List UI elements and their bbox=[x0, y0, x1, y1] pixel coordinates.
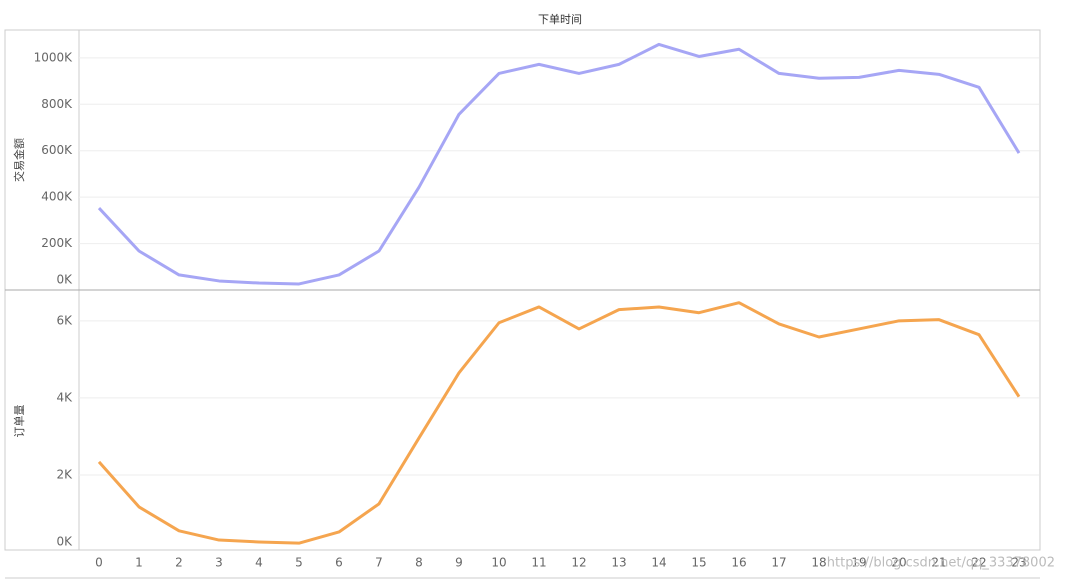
y-tick-label: 0K bbox=[56, 273, 73, 287]
x-tick-label: 0 bbox=[95, 556, 103, 570]
x-tick-label: 16 bbox=[731, 556, 746, 570]
x-tick-label: 19 bbox=[851, 556, 866, 570]
y-tick-label: 600K bbox=[41, 143, 73, 157]
x-tick-label: 11 bbox=[531, 556, 546, 570]
x-tick-label: 20 bbox=[891, 556, 906, 570]
x-tick-label: 2 bbox=[175, 556, 183, 570]
x-tick-label: 9 bbox=[455, 556, 463, 570]
x-tick-label: 13 bbox=[611, 556, 626, 570]
x-tick-label: 14 bbox=[651, 556, 666, 570]
x-tick-label: 5 bbox=[295, 556, 303, 570]
series-line bbox=[97, 301, 1021, 545]
x-tick-label: 8 bbox=[415, 556, 423, 570]
y-tick-label: 0K bbox=[56, 535, 73, 549]
series-line bbox=[97, 42, 1021, 286]
x-tick-label: 1 bbox=[135, 556, 143, 570]
x-tick-label: 15 bbox=[691, 556, 706, 570]
y-tick-label: 200K bbox=[41, 236, 73, 250]
y-tick-label: 400K bbox=[41, 190, 73, 204]
x-tick-label: 4 bbox=[255, 556, 263, 570]
x-tick-label: 23 bbox=[1011, 556, 1026, 570]
x-tick-label: 22 bbox=[971, 556, 986, 570]
y-axis-label: 订单量 bbox=[13, 405, 26, 438]
y-tick-label: 4K bbox=[56, 390, 73, 404]
x-tick-label: 17 bbox=[771, 556, 786, 570]
x-tick-label: 18 bbox=[811, 556, 826, 570]
x-tick-label: 21 bbox=[931, 556, 946, 570]
x-tick-label: 6 bbox=[335, 556, 343, 570]
watermark: https://blog.csdn.net/qq_33378002 bbox=[827, 556, 1055, 571]
y-tick-label: 800K bbox=[41, 97, 73, 111]
chart-title: 下单时间 bbox=[538, 13, 582, 26]
x-tick-label: 12 bbox=[571, 556, 586, 570]
y-tick-label: 1000K bbox=[34, 50, 74, 64]
y-tick-label: 6K bbox=[56, 313, 73, 327]
x-tick-label: 10 bbox=[491, 556, 506, 570]
y-tick-label: 2K bbox=[56, 467, 73, 481]
x-tick-label: 7 bbox=[375, 556, 383, 570]
y-axis-label: 交易金额 bbox=[12, 138, 26, 182]
x-tick-label: 3 bbox=[215, 556, 223, 570]
